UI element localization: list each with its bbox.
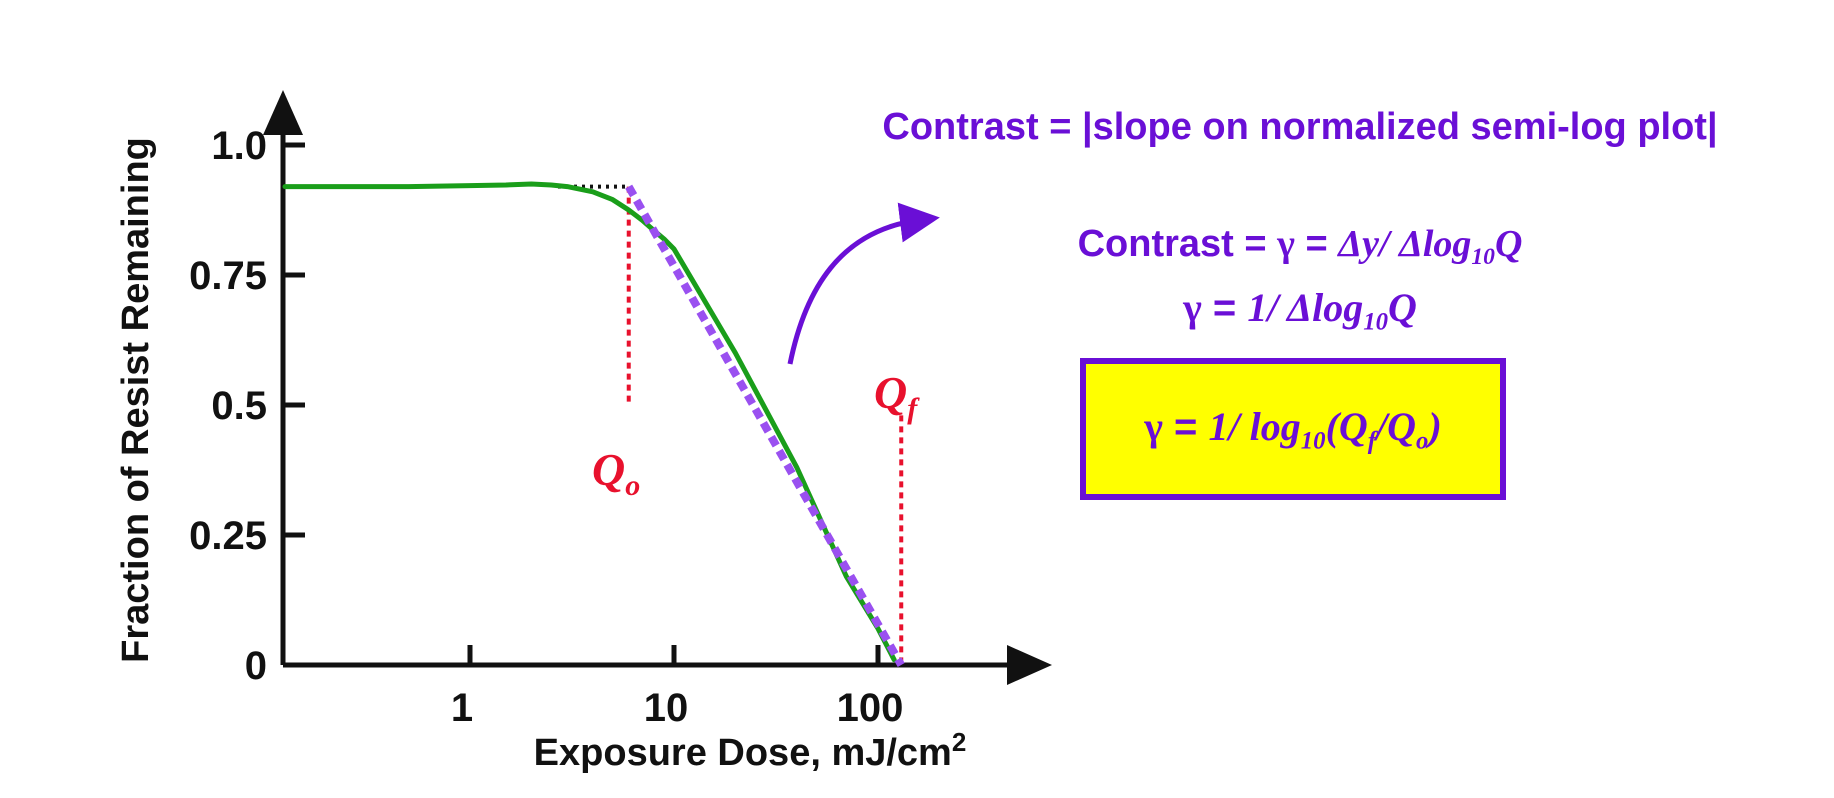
contrast-definition: Contrast = |slope on normalized semi-log… — [882, 106, 1718, 148]
y-ticks: 0 0.25 0.5 0.75 1.0 — [189, 124, 305, 688]
q-f-label: Qf — [874, 367, 920, 425]
contrast-fit-line — [625, 184, 905, 667]
resist-curve — [282, 181, 897, 663]
x-tick-label: 100 — [837, 686, 904, 730]
y-tick-label: 0.5 — [211, 384, 267, 428]
x-tick-label: 1 — [451, 686, 473, 730]
y-tick-label: 0.25 — [189, 514, 267, 558]
x-ticks: 1 10 100 — [451, 645, 904, 730]
y-tick-label: 1.0 — [211, 124, 267, 168]
y-tick-label: 0 — [245, 644, 267, 688]
x-tick-label: 10 — [644, 686, 689, 730]
q-o-label: Qo — [592, 444, 640, 502]
curved-arrow — [787, 202, 940, 365]
contrast-equation: Contrast = γ = Δy/ Δlog10Q — [1077, 223, 1523, 271]
x-axis-title: Exposure Dose, mJ/cm2 — [534, 727, 967, 774]
y-tick-label: 0.75 — [189, 254, 267, 298]
gamma-equation: γ = 1/ Δlog10Q — [1183, 285, 1417, 336]
highlighted-formula-box: γ = 1/ log10(Qf/Qo) — [1080, 358, 1506, 500]
gamma-final-formula: γ = 1/ log10(Qf/Qo) — [1144, 403, 1442, 455]
y-axis-title: Fraction of Resist Remaining — [115, 137, 157, 663]
